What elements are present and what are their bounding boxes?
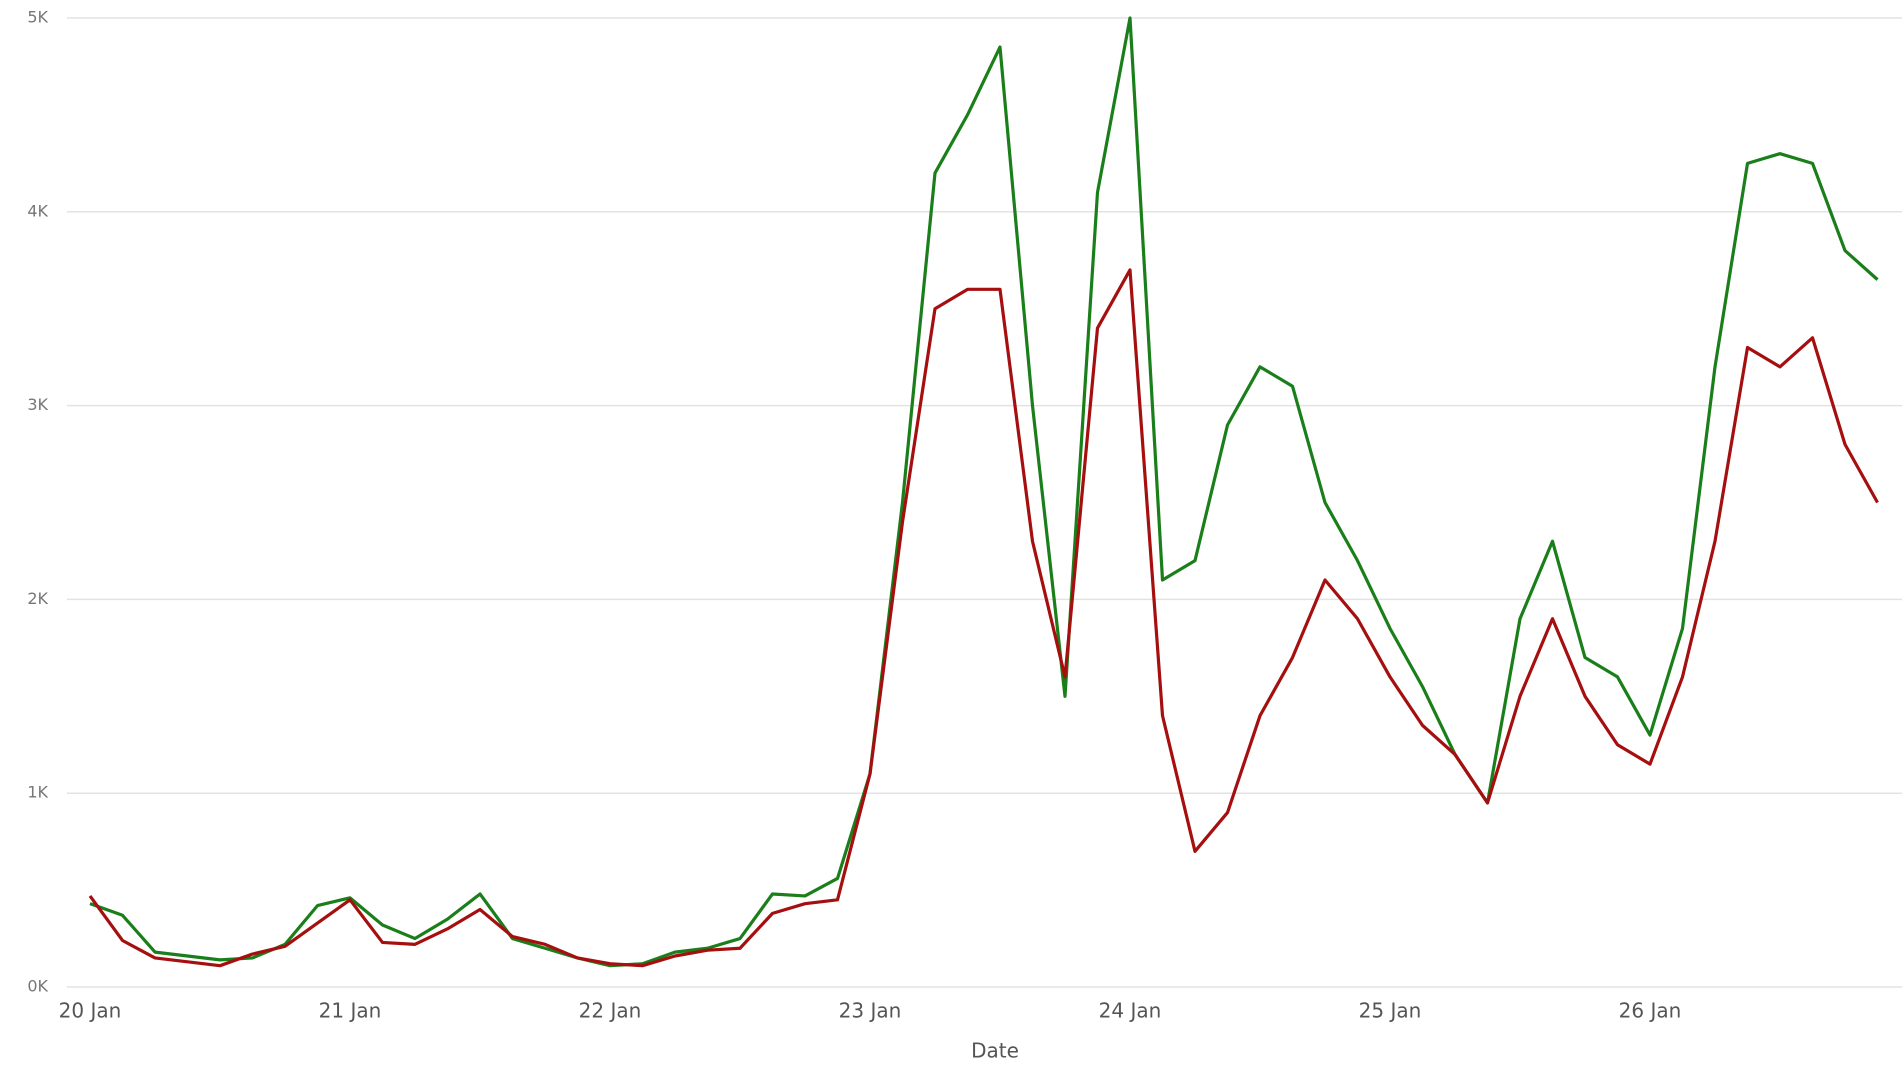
x-tick-label: 20 Jan <box>59 999 122 1023</box>
y-tick-label: 4K <box>27 201 48 220</box>
x-tick-label: 24 Jan <box>1099 999 1162 1023</box>
x-tick-label: 21 Jan <box>319 999 382 1023</box>
y-tick-label: 0K <box>27 977 48 996</box>
y-tick-label: 5K <box>27 8 48 27</box>
series-line <box>89 16 1879 968</box>
x-tick-label: 26 Jan <box>1619 999 1682 1023</box>
y-tick-label: 3K <box>27 395 48 414</box>
x-axis-title: Date <box>971 1039 1019 1063</box>
y-tick-label: 2K <box>27 589 48 608</box>
x-tick-label: 23 Jan <box>839 999 902 1023</box>
series-line <box>88 268 1879 968</box>
x-tick-label: 25 Jan <box>1359 999 1422 1023</box>
y-tick-label: 1K <box>27 783 48 802</box>
x-tick-label: 22 Jan <box>579 999 642 1023</box>
